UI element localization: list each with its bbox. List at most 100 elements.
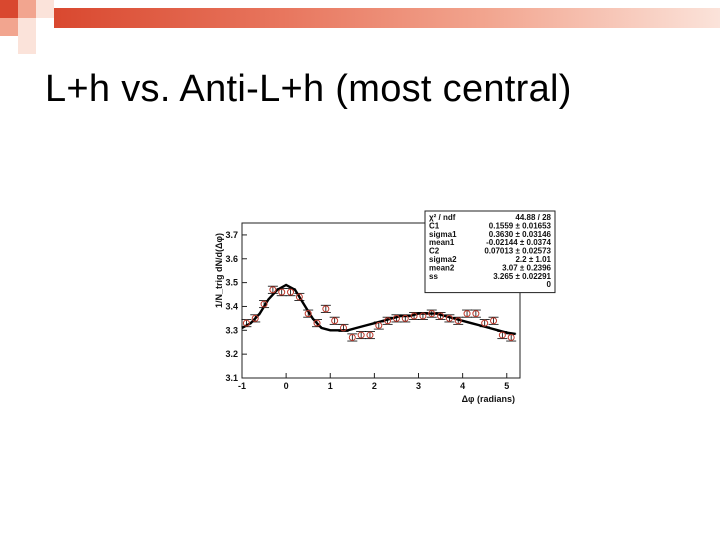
data-marker	[287, 288, 295, 296]
data-point	[364, 331, 375, 340]
x-tick-label: -1	[238, 381, 246, 391]
data-point	[435, 312, 446, 320]
data-point	[267, 285, 278, 294]
header-square	[18, 18, 36, 36]
slide-title: L+h vs. Anti-L+h (most central)	[45, 68, 572, 110]
stats-row-name: C2	[429, 247, 440, 256]
x-axis-label: Δφ (radians)	[462, 394, 515, 404]
data-point	[259, 300, 270, 309]
data-marker	[251, 314, 259, 322]
data-marker	[419, 312, 427, 320]
data-marker	[357, 331, 365, 339]
stats-row-value: 0.3630 ± 0.03146	[489, 230, 552, 239]
stats-row-name: sigma1	[429, 230, 457, 239]
x-tick-label: 2	[372, 381, 377, 391]
y-tick-label: 3.6	[225, 254, 238, 264]
y-tick-label: 3.3	[225, 325, 238, 335]
data-point	[391, 314, 402, 323]
data-point	[285, 288, 296, 297]
data-marker	[331, 317, 339, 325]
data-marker	[366, 331, 374, 339]
data-point	[320, 304, 331, 313]
header-square	[0, 18, 18, 36]
x-tick-label: 4	[460, 381, 465, 391]
data-marker	[472, 310, 480, 318]
data-point	[312, 319, 323, 328]
data-point	[241, 319, 252, 328]
data-marker	[498, 331, 506, 339]
stats-row-name: sigma2	[429, 255, 457, 264]
header-square	[36, 18, 54, 36]
data-point	[497, 331, 508, 340]
y-tick-label: 3.2	[225, 349, 238, 359]
data-point	[356, 331, 367, 340]
data-point	[444, 314, 455, 323]
stats-row-value: 0	[547, 280, 552, 289]
x-tick-label: 3	[416, 381, 421, 391]
header-square	[0, 0, 18, 18]
data-point	[400, 314, 411, 323]
x-tick-label: 5	[504, 381, 509, 391]
data-marker	[410, 312, 418, 320]
header-square	[18, 36, 36, 54]
x-tick-label: 0	[284, 381, 289, 391]
stats-row-value: -0.02144 ± 0.0374	[486, 238, 551, 247]
data-marker	[490, 317, 498, 325]
stats-row-value: 0.07013 ± 0.02573	[484, 247, 551, 256]
data-points-group	[241, 285, 517, 342]
stats-box: χ² / ndf 44.88 / 28 C1 0.1559 ± 0.01653 sigm…	[424, 210, 556, 294]
data-marker	[278, 288, 286, 296]
stats-row-value: 44.88 / 28	[515, 213, 551, 222]
data-marker	[392, 314, 400, 322]
data-point	[470, 309, 481, 318]
data-marker	[445, 314, 453, 322]
chart: -1 0 1 2 3 4 5 3.1 3.2 3.3 3.4 3.5 3.6 3.7 Δφ (radians…	[214, 210, 556, 404]
data-marker	[322, 305, 330, 313]
data-point	[294, 292, 305, 301]
y-tick-label: 3.7	[225, 230, 238, 240]
data-marker	[428, 310, 436, 318]
y-axis-label: 1/N_trig dN/d(Δφ)	[214, 233, 224, 308]
data-marker	[260, 300, 268, 308]
stats-row-name: mean1	[429, 238, 455, 247]
data-marker	[463, 310, 471, 318]
data-marker	[348, 333, 356, 341]
stats-row-value: 3.07 ± 0.2396	[502, 263, 551, 272]
data-marker	[454, 317, 462, 325]
header-square	[18, 0, 36, 18]
plot-frame	[241, 222, 521, 379]
data-marker	[481, 319, 489, 327]
data-point	[453, 316, 464, 325]
data-marker	[304, 310, 312, 318]
data-marker	[437, 312, 445, 320]
data-marker	[242, 319, 250, 327]
x-tick-label: 1	[328, 381, 333, 391]
data-point	[462, 309, 473, 318]
stats-row-name: χ² / ndf	[429, 213, 456, 222]
data-point	[488, 316, 499, 325]
data-marker	[384, 317, 392, 325]
data-point	[338, 323, 349, 332]
stats-row-name: C1	[429, 221, 440, 230]
stats-row-value: 0.1559 ± 0.01653	[489, 221, 552, 230]
data-point	[250, 314, 261, 323]
data-point	[479, 319, 490, 328]
data-point	[426, 309, 437, 318]
data-point	[409, 312, 420, 320]
data-marker	[295, 293, 303, 301]
data-marker	[507, 333, 515, 341]
data-point	[506, 333, 517, 342]
y-tick-label: 3.1	[225, 373, 238, 383]
data-point	[347, 333, 358, 342]
data-marker	[375, 322, 383, 330]
chart-axes: -1 0 1 2 3 4 5 3.1 3.2 3.3 3.4 3.5 3.6 3.7 Δφ (radians…	[214, 222, 521, 404]
stats-row-name: mean2	[429, 263, 455, 272]
data-point	[303, 309, 314, 318]
header-square	[36, 0, 54, 18]
header-bar	[54, 8, 720, 28]
stats-box-frame	[424, 210, 556, 294]
data-marker	[313, 319, 321, 327]
y-tick-label: 3.4	[225, 301, 238, 311]
stats-row-name: ss	[429, 272, 438, 281]
y-tick-label: 3.5	[225, 278, 238, 288]
